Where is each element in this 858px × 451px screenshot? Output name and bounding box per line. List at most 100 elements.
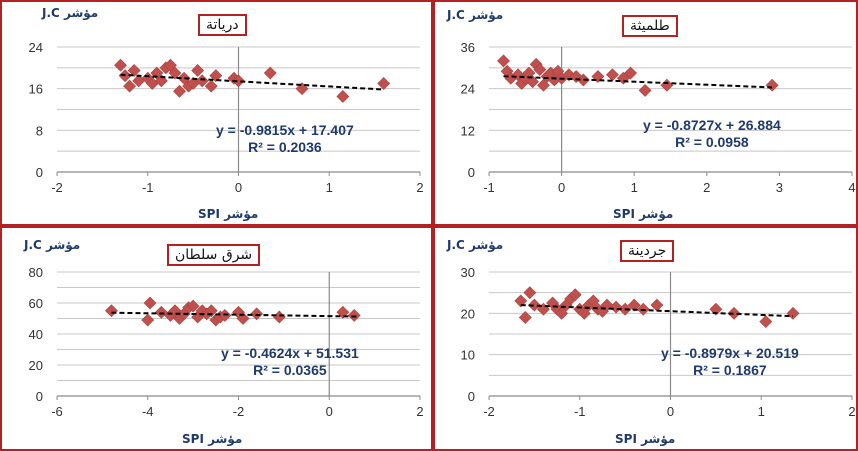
- r-squared-text: R² = 0.1867: [693, 362, 767, 378]
- data-point: [624, 66, 637, 80]
- x-tick-label: 1: [758, 404, 765, 419]
- data-point: [577, 306, 591, 320]
- y-tick-label: 80: [29, 265, 43, 280]
- y-tick-label: 60: [29, 296, 43, 311]
- data-point: [533, 63, 547, 76]
- data-point: [523, 286, 537, 300]
- x-tick-label: 2: [416, 404, 423, 419]
- x-tick-label: -4: [142, 404, 154, 419]
- data-point: [127, 64, 141, 77]
- plot-area: 0 8 16 24 -2 -1 0 1 2: [29, 40, 424, 195]
- data-point: [377, 77, 391, 90]
- chart-panel-sharq-sultan: 0 20 40 60 80 -6 -4 -2 0 2 شرق سلطان مؤشر J.C مؤش…: [0, 226, 433, 451]
- equation-text: y = -0.8727x + 26.884: [643, 117, 781, 133]
- data-point: [576, 73, 590, 87]
- x-axis-label: مؤشر SPI: [615, 432, 676, 446]
- data-point: [765, 78, 779, 92]
- chart-panel-jardina: 0 10 20 30 -2 -1 0 1 2 جردينة مؤشر J.C مؤشر SPI …: [433, 226, 858, 451]
- x-tick-label: 4: [848, 180, 855, 195]
- data-point: [568, 288, 582, 302]
- data-point: [195, 74, 209, 88]
- x-axis-label: مؤشر SPI: [198, 207, 259, 221]
- x-tick-label: -1: [574, 404, 586, 419]
- data-point: [347, 308, 361, 322]
- data-point: [605, 68, 619, 82]
- x-tick-label: 2: [703, 180, 710, 195]
- x-tick-label: 0: [667, 404, 674, 419]
- regression-equation: y = -0.8727x + 26.884 R² = 0.0958: [643, 117, 781, 151]
- data-point: [272, 310, 286, 324]
- y-tick-label: 0: [468, 389, 475, 404]
- regression-equation: y = -0.9815x + 17.407 R² = 0.2036: [216, 122, 354, 156]
- x-axis-label: مؤشر SPI: [182, 432, 243, 446]
- trendline: [520, 304, 794, 318]
- y-tick-label: 20: [461, 306, 475, 321]
- data-point: [514, 294, 528, 308]
- x-tick-label: 2: [416, 180, 423, 195]
- y-tick-label: 12: [461, 123, 475, 138]
- y-axis-label: مؤشر J.C: [447, 8, 504, 22]
- data-point: [627, 298, 641, 312]
- data-point: [527, 298, 541, 312]
- y-tick-label: 30: [461, 265, 475, 280]
- chart-title: درياتة: [198, 14, 247, 36]
- y-tick-label: 0: [36, 389, 43, 404]
- x-tick-label: -2: [51, 180, 63, 195]
- equation-text: y = -0.4624x + 51.531: [221, 345, 359, 361]
- y-tick-label: 24: [29, 40, 43, 55]
- x-tick-label: -2: [483, 404, 495, 419]
- plot-area: 0 20 40 60 80 -6 -4 -2 0 2: [29, 265, 424, 419]
- x-tick-label: -1: [142, 180, 154, 195]
- data-point: [143, 296, 157, 310]
- trendline: [111, 311, 357, 318]
- y-axis-label: مؤشر J.C: [447, 238, 504, 252]
- chart-title: جردينة: [620, 240, 675, 262]
- data-point: [336, 90, 350, 103]
- y-tick-label: 20: [29, 358, 43, 373]
- y-tick-label: 40: [29, 327, 43, 342]
- chart-panel-tolmeitha: 0 12 24 36 -1 0 1 2 3 4 طلميثة مؤشر J.C مؤشر SPI …: [433, 0, 858, 226]
- r-squared-text: R² = 0.0365: [253, 362, 327, 378]
- x-tick-label: 2: [848, 404, 855, 419]
- r-squared-text: R² = 0.2036: [248, 139, 322, 155]
- chart-title: طلميثة: [622, 15, 678, 37]
- data-point: [114, 58, 127, 72]
- data-point: [204, 79, 218, 93]
- equation-text: y = -0.9815x + 17.407: [216, 122, 354, 138]
- data-point: [123, 79, 137, 93]
- data-point: [105, 304, 118, 318]
- data-point: [191, 64, 205, 77]
- data-point: [168, 66, 182, 80]
- y-tick-label: 16: [29, 82, 43, 97]
- y-tick-label: 0: [36, 165, 43, 180]
- x-tick-label: 0: [326, 404, 333, 419]
- data-point: [186, 299, 200, 313]
- data-point: [586, 294, 600, 308]
- data-point: [786, 306, 800, 320]
- x-tick-label: 1: [631, 180, 638, 195]
- data-point: [209, 69, 223, 83]
- x-tick-label: -1: [483, 180, 495, 195]
- data-point: [650, 298, 664, 312]
- data-point: [263, 66, 277, 80]
- data-point: [173, 84, 186, 98]
- data-point: [660, 78, 674, 92]
- trendline: [120, 73, 384, 91]
- x-tick-label: 1: [326, 180, 333, 195]
- data-point: [250, 307, 264, 321]
- equation-text: y = -0.8979x + 20.519: [661, 345, 799, 361]
- regression-equation: y = -0.8979x + 20.519 R² = 0.1867: [661, 345, 799, 379]
- y-axis-label: مؤشر J.C: [42, 6, 99, 20]
- chart-title: شرق سلطان: [167, 244, 261, 266]
- data-point: [759, 315, 773, 329]
- data-point: [232, 74, 245, 88]
- regression-equation: y = -0.4624x + 51.531 R² = 0.0365: [221, 345, 359, 379]
- data-point: [497, 54, 510, 68]
- x-tick-label: 0: [235, 180, 242, 195]
- chart-panel-daryana: 0 8 16 24 -2 -1 0 1 2 درياتة مؤشر J.C مؤشر SPI y…: [0, 0, 433, 226]
- y-axis-label: مؤشر J.C: [24, 238, 81, 252]
- data-point: [141, 313, 155, 327]
- data-point: [638, 83, 652, 97]
- x-tick-label: 0: [558, 180, 565, 195]
